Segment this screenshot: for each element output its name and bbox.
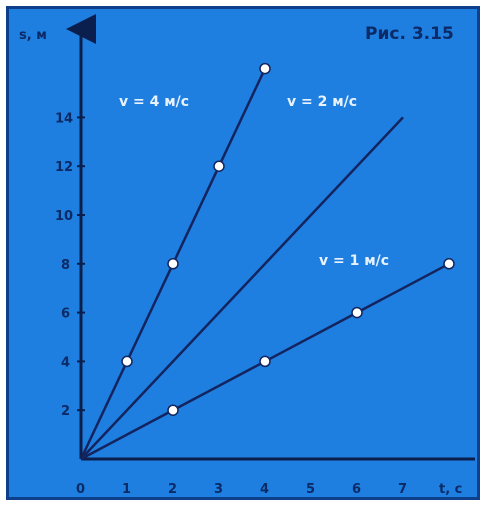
x-axis-label: t, с [439,482,462,497]
x-tick-label: 1 [122,482,131,497]
chart-frame: Рис. 3.15 s, м 0 1 2 3 4 5 6 7 t, с 2 4 6 8 10 12 14 v = 4… [6,6,480,500]
data-point [443,258,455,270]
data-point [213,160,225,172]
series-annotation: v = 4 м/с [119,94,189,110]
x-tick-label: 7 [398,482,407,497]
data-point [167,404,179,416]
data-point [259,62,271,75]
series-annotation: v = 2 м/с [287,94,357,110]
data-points [121,62,455,416]
data-point [351,306,363,319]
y-tick-label: 4 [61,355,70,370]
data-point [121,355,133,368]
data-point [259,355,271,368]
series-annotation: v = 1 м/с [319,253,389,269]
y-tick-label: 8 [61,258,70,273]
y-axis-label: s, м [19,28,47,43]
x-tick-label: 0 [76,482,85,497]
chart-title: Рис. 3.15 [365,24,454,44]
x-tick-label: 6 [352,482,361,497]
y-tick-label: 10 [55,209,73,224]
x-tick-label: 2 [168,482,177,497]
y-tick-label: 2 [61,404,70,419]
series-lines [79,68,450,461]
x-tick-label: 3 [214,482,223,497]
y-tick-label: 6 [61,307,70,322]
x-tick-label: 5 [306,482,315,497]
series-line [80,116,404,460]
data-point [167,258,179,270]
x-tick-label: 4 [260,482,269,497]
y-tick-label: 14 [55,111,73,126]
y-tick-label: 12 [55,160,73,175]
axes [66,14,475,461]
